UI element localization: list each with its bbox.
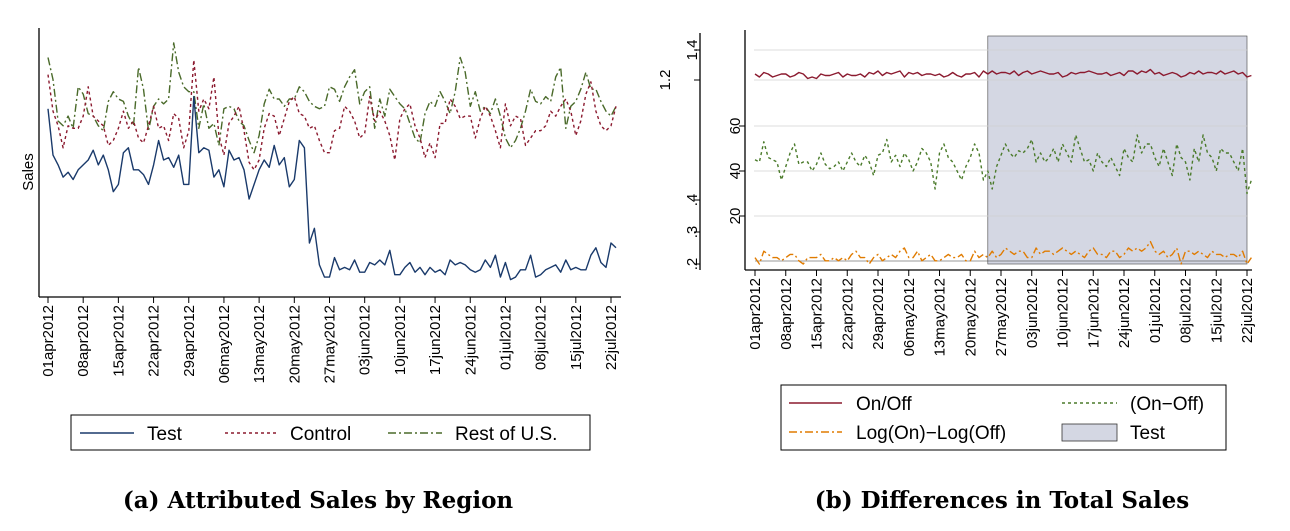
- panel-b-caption: (b) Differences in Total Sales: [815, 487, 1190, 514]
- series-line-test: [47, 95, 617, 281]
- panel-b-x-tick-label-08apr2012: 08apr2012: [778, 278, 795, 350]
- panel-b-outer-tick-label-2: .2: [684, 258, 701, 271]
- panel-b-x-tick-label-24jun2012: 24jun2012: [1116, 278, 1133, 348]
- x-tick-label-15apr2012: 15apr2012: [110, 305, 127, 377]
- panel-b-x-tick-label-27may2012: 27may2012: [993, 278, 1010, 356]
- panel-b-x-tick-label-13may2012: 13may2012: [932, 278, 949, 356]
- panel-b-outer-tick-label-4: .4: [684, 194, 701, 207]
- legend-swatch-test-region: [1061, 423, 1118, 442]
- x-tick-label-10jun2012: 10jun2012: [392, 305, 409, 375]
- legend-label-on-off: On/Off: [856, 394, 912, 415]
- panel-b-x-tick-label-29apr2012: 29apr2012: [870, 278, 887, 350]
- x-tick-label-08jul2012: 08jul2012: [533, 305, 550, 370]
- panel-b-outer-tick-label-3: .3: [684, 226, 701, 239]
- panel-b-test-shaded-region: [987, 35, 1248, 265]
- panel-b-x-tick-label-20may2012: 20may2012: [962, 278, 979, 356]
- panel-b-x-tick-label-06may2012: 06may2012: [901, 278, 918, 356]
- x-tick-label-06may2012: 06may2012: [216, 305, 233, 383]
- panel-b-x-tick-label-17jun2012: 17jun2012: [1085, 278, 1102, 348]
- panel-a-y-axis-label: Sales: [20, 153, 37, 191]
- x-tick-label-27may2012: 27may2012: [322, 305, 339, 383]
- series-line-control: [47, 59, 617, 171]
- x-tick-label-29apr2012: 29apr2012: [181, 305, 198, 377]
- x-tick-label-03jun2012: 03jun2012: [357, 305, 374, 375]
- panel-b-x-tick-label-15jul2012: 15jul2012: [1208, 278, 1225, 343]
- x-tick-label-22jul2012: 22jul2012: [603, 305, 620, 370]
- panel-b-inner-tick-label-60: 60: [727, 118, 744, 135]
- panel-b-x-tick-label-22apr2012: 22apr2012: [839, 278, 856, 350]
- legend-label-test-region: Test: [1130, 423, 1166, 444]
- x-tick-label-15jul2012: 15jul2012: [568, 305, 585, 370]
- x-tick-label-01jul2012: 01jul2012: [497, 305, 514, 370]
- panel-b-inner-tick-label-40: 40: [727, 163, 744, 180]
- panel-a-x-ticks: 01apr2012 08apr2012 15apr2012 22apr2012 29ap…: [40, 297, 620, 383]
- legend-label-rest-of-us: Rest of U.S.: [455, 424, 557, 445]
- panel-a-legend: Test Control Rest of U.S.: [70, 414, 591, 451]
- panel-b-x-tick-label-08jul2012: 08jul2012: [1178, 278, 1195, 343]
- panel-b-x-tick-label-01jul2012: 01jul2012: [1147, 278, 1164, 343]
- x-tick-label-24jun2012: 24jun2012: [462, 305, 479, 375]
- x-tick-label-01apr2012: 01apr2012: [40, 305, 57, 377]
- panel-b-x-tick-label-22jul2012: 22jul2012: [1239, 278, 1256, 343]
- x-tick-label-17jun2012: 17jun2012: [427, 305, 444, 375]
- panel-b-inner-tick-label-20: 20: [727, 208, 744, 225]
- legend-label-test: Test: [147, 424, 183, 445]
- series-line-rest-of-u-s: [47, 42, 617, 154]
- x-tick-label-13may2012: 13may2012: [251, 305, 268, 383]
- series-line-on-off: [754, 134, 1253, 195]
- panel-b-x-tick-label-10jun2012: 10jun2012: [1055, 278, 1072, 348]
- panel-b-x-ticks: 01apr2012 08apr2012 15apr2012 22apr2012 29ap…: [747, 270, 1256, 356]
- panel-b-outer-tick-label-1-4: 1.4: [684, 40, 701, 61]
- panel-a-caption: (a) Attributed Sales by Region: [123, 487, 514, 514]
- x-tick-label-22apr2012: 22apr2012: [146, 305, 163, 377]
- panel-b-x-tick-label-03jun2012: 03jun2012: [1024, 278, 1041, 348]
- x-tick-label-08apr2012: 08apr2012: [75, 305, 92, 377]
- panel-b-outer-tick-label-1-2: 1.2: [657, 70, 674, 91]
- panel-b-x-tick-label-01apr2012: 01apr2012: [747, 278, 764, 350]
- panel-b-x-tick-label-15apr2012: 15apr2012: [809, 278, 826, 350]
- panel-a-chart: Sales 01apr2012 08apr2012 15apr2012 22apr20…: [20, 28, 621, 514]
- series-line-log-on-log-off: [754, 240, 1252, 265]
- panel-a-legend-box: [70, 414, 591, 451]
- legend-label-log-diff: Log(On)−Log(Off): [856, 423, 1006, 444]
- panel-b-chart: .2 .3 .4 1.2 1.4 20 40 60 01apr2012 08apr…: [657, 30, 1256, 514]
- panel-a-series-group: [47, 42, 617, 281]
- panel-b-legend-box: [780, 384, 1227, 451]
- panel-b-legend: On/Off (On−Off) Log(On)−Log(Off) Test: [780, 384, 1227, 451]
- legend-label-on-minus-off: (On−Off): [1130, 394, 1204, 415]
- x-tick-label-20may2012: 20may2012: [286, 305, 303, 383]
- legend-label-control: Control: [290, 424, 351, 445]
- series-line-on-off: [754, 68, 1252, 80]
- panel-b-series-group: [754, 68, 1253, 265]
